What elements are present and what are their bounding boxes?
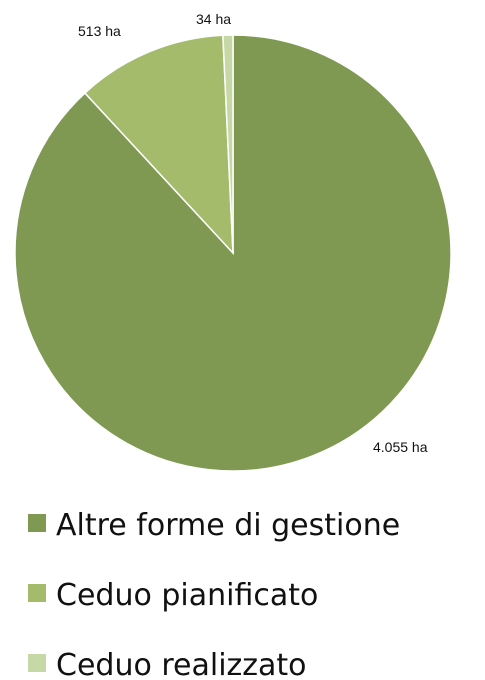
pie-slices [14,34,452,472]
legend-swatch-3 [28,654,46,672]
data-label-1: 4.055 ha [373,439,428,455]
legend-label-3: Ceduo realizzato [56,648,307,680]
data-label-3: 34 ha [196,11,231,27]
pie-slice-3 [222,34,234,254]
data-label-2: 513 ha [78,23,121,39]
legend-swatch-1 [28,514,46,532]
legend-swatch-2 [28,584,46,602]
legend-label-1: Altre forme di gestione [56,508,400,543]
legend: Altre forme di gestione Ceduo pianificato… [28,508,400,680]
pie-slice-2 [83,34,234,256]
legend-label-2: Ceduo pianificato [56,578,318,613]
pie-data-labels: 4.055 ha 513 ha 34 ha [78,11,428,455]
